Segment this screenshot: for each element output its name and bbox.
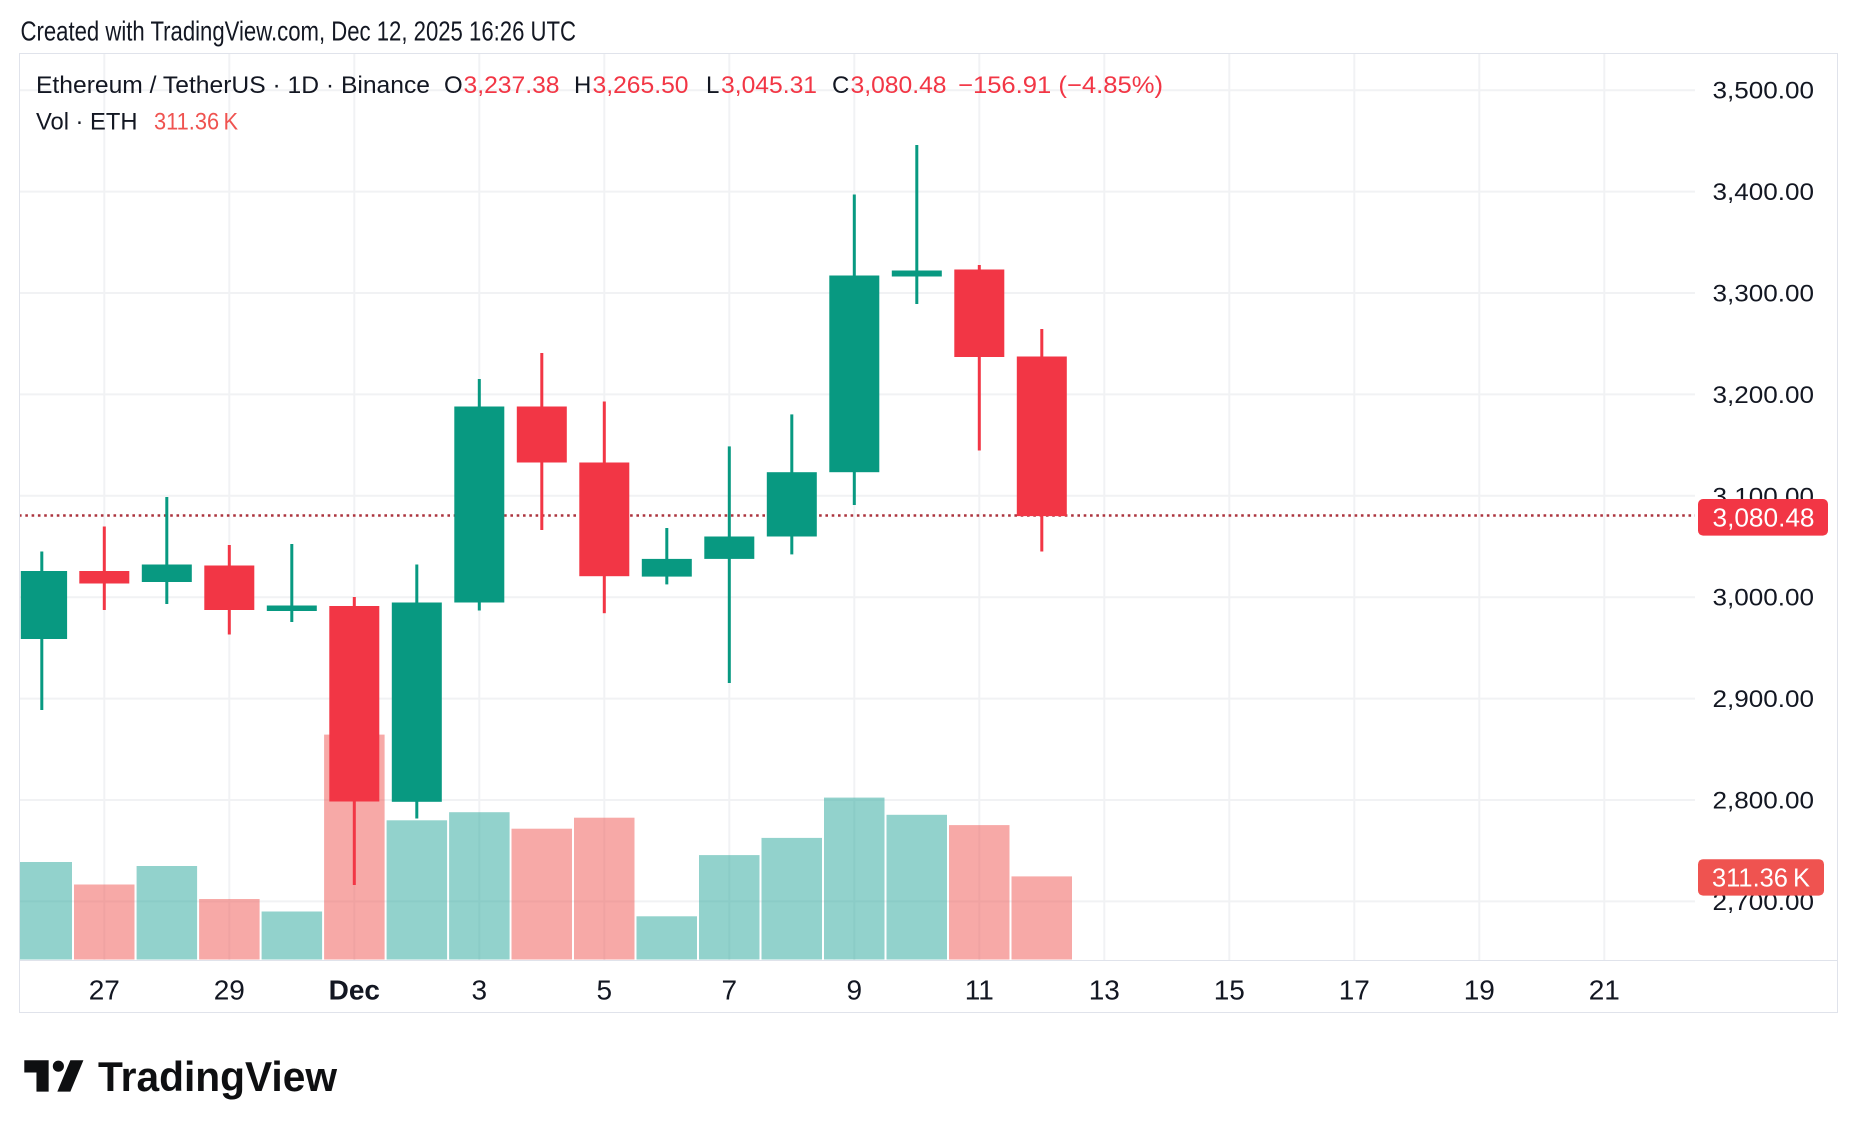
svg-text:H: H bbox=[574, 72, 591, 99]
svg-text:3,200.00: 3,200.00 bbox=[1713, 382, 1815, 409]
svg-text:2,800.00: 2,800.00 bbox=[1713, 788, 1815, 815]
svg-text:Dec: Dec bbox=[329, 975, 380, 1006]
svg-text:11: 11 bbox=[965, 975, 994, 1006]
svg-text:3,400.00: 3,400.00 bbox=[1713, 179, 1815, 206]
svg-text:19: 19 bbox=[1464, 975, 1495, 1006]
svg-text:7: 7 bbox=[722, 975, 738, 1006]
svg-text:3,265.50: 3,265.50 bbox=[593, 72, 689, 99]
svg-text:13: 13 bbox=[1089, 975, 1120, 1006]
svg-text:L: L bbox=[706, 72, 719, 99]
svg-text:Vol · ETH: Vol · ETH bbox=[36, 109, 138, 136]
svg-text:3,045.31: 3,045.31 bbox=[721, 72, 817, 99]
svg-text:Ethereum / TetherUS · 1D · Bin: Ethereum / TetherUS · 1D · Binance bbox=[36, 72, 430, 99]
svg-text:27: 27 bbox=[89, 975, 120, 1006]
svg-text:21: 21 bbox=[1589, 975, 1620, 1006]
svg-text:311.36 K: 311.36 K bbox=[154, 109, 238, 136]
svg-text:5: 5 bbox=[597, 975, 613, 1006]
svg-text:15: 15 bbox=[1214, 975, 1245, 1006]
svg-text:3,300.00: 3,300.00 bbox=[1713, 281, 1815, 308]
svg-text:17: 17 bbox=[1339, 975, 1370, 1006]
svg-text:−156.91 (−4.85%): −156.91 (−4.85%) bbox=[958, 72, 1163, 99]
svg-text:TradingView: TradingView bbox=[98, 1053, 337, 1100]
svg-text:2,900.00: 2,900.00 bbox=[1713, 686, 1815, 713]
svg-text:9: 9 bbox=[847, 975, 863, 1006]
svg-text:3,080.48: 3,080.48 bbox=[851, 72, 947, 99]
svg-text:3,500.00: 3,500.00 bbox=[1713, 78, 1815, 105]
svg-text:3,237.38: 3,237.38 bbox=[464, 72, 560, 99]
svg-text:3,000.00: 3,000.00 bbox=[1713, 585, 1815, 612]
svg-text:3,080.48: 3,080.48 bbox=[1713, 503, 1815, 533]
svg-text:311.36 K: 311.36 K bbox=[1712, 863, 1811, 893]
svg-text:29: 29 bbox=[214, 975, 245, 1006]
svg-text:C: C bbox=[832, 72, 849, 99]
svg-text:3: 3 bbox=[472, 975, 488, 1006]
svg-text:O: O bbox=[444, 72, 463, 99]
svg-text:Created with TradingView.com,: Created with TradingView.com, Dec 12, 20… bbox=[21, 16, 577, 47]
